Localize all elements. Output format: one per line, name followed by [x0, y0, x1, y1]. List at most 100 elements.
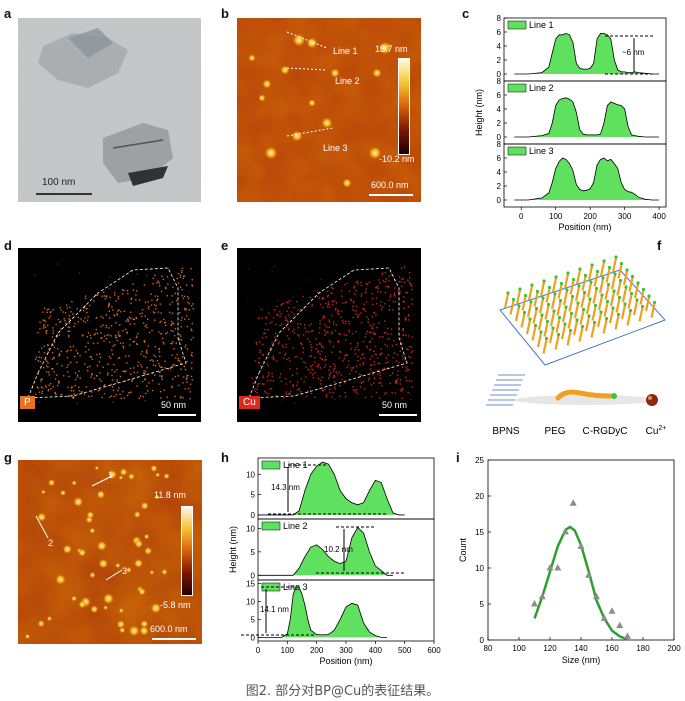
signal-dot	[67, 395, 70, 398]
signal-dot	[387, 286, 389, 288]
signal-dot	[54, 391, 56, 394]
signal-dot	[256, 388, 258, 391]
peg-chain	[542, 339, 548, 354]
signal-dot	[93, 300, 95, 302]
signal-dot	[299, 308, 302, 310]
signal-dot	[125, 320, 127, 322]
signal-dot	[259, 349, 261, 352]
signal-dot	[148, 305, 150, 308]
signal-dot	[164, 324, 167, 327]
peg-chain	[628, 277, 634, 292]
colorbar-min: -5.8 nm	[160, 600, 191, 610]
signal-dot	[320, 383, 322, 385]
peg-chain	[593, 272, 599, 287]
data-point	[616, 621, 624, 629]
signal-dot	[170, 329, 172, 332]
signal-dot	[160, 397, 162, 399]
signal-dot	[325, 395, 328, 398]
signal-dot	[144, 301, 147, 304]
signal-dot	[169, 303, 171, 305]
signal-dot	[180, 270, 183, 272]
y-tick-label: 6	[497, 154, 502, 163]
signal-dot	[270, 349, 272, 352]
rgd-ligand	[575, 318, 579, 322]
particle-dot	[143, 546, 153, 556]
signal-dot	[302, 295, 304, 298]
peg-chain	[515, 289, 522, 305]
signal-dot	[129, 323, 131, 325]
signal-dot	[333, 363, 335, 365]
signal-dot	[136, 335, 138, 337]
signal-dot	[379, 381, 382, 384]
rgd-ligand	[529, 300, 533, 304]
signal-dot	[377, 291, 379, 293]
signal-dot	[143, 339, 145, 342]
signal-dot	[125, 370, 127, 372]
peg-chain	[578, 327, 584, 342]
annotation-text: ~6 nm	[622, 48, 645, 57]
signal-dot	[69, 345, 72, 348]
signal-dot	[280, 399, 283, 401]
signal-dot	[401, 355, 404, 357]
signal-dot	[178, 384, 180, 387]
signal-dot	[336, 373, 339, 375]
signal-dot	[182, 396, 184, 399]
signal-dot	[311, 364, 314, 366]
signal-dot	[392, 300, 395, 303]
component-label-peg: PEG	[544, 426, 565, 437]
rgd-ligand	[533, 323, 538, 328]
flake-outline	[248, 267, 408, 399]
signal-dot	[303, 360, 305, 363]
y-tick-label: 5	[480, 600, 485, 609]
scale-label: 50 nm	[161, 400, 187, 410]
signal-dot	[129, 344, 131, 346]
peg-chain	[561, 307, 568, 323]
signal-dot	[151, 329, 153, 332]
signal-dot	[67, 364, 70, 366]
signal-dot	[319, 292, 321, 294]
panel-a: 100 nm	[18, 18, 201, 202]
signal-dot	[355, 305, 358, 307]
signal-dot	[105, 314, 108, 316]
signal-dot	[115, 336, 118, 339]
signal-dot	[340, 374, 342, 376]
rgd-ligand	[641, 287, 646, 292]
signal-dot	[170, 342, 172, 345]
particle-dot	[127, 472, 135, 481]
signal-dot	[175, 300, 178, 302]
signal-dot	[166, 276, 169, 278]
component-label-cu: Cu2+	[646, 425, 667, 437]
signal-dot	[334, 329, 337, 332]
peg-chain	[575, 269, 582, 285]
peg-chain	[604, 285, 610, 300]
signal-dot	[84, 317, 86, 319]
signal-dot	[129, 367, 132, 370]
signal-dot	[319, 323, 321, 325]
signal-dot	[322, 317, 324, 320]
signal-dot	[162, 278, 165, 280]
signal-dot	[96, 364, 99, 367]
signal-dot	[359, 385, 362, 388]
x-tick-label: 400	[369, 646, 383, 655]
signal-dot	[385, 368, 387, 370]
y-tick-label: 6	[497, 91, 502, 100]
signal-dot	[163, 389, 166, 391]
rgd-ligand	[570, 294, 575, 299]
signal-dot	[108, 317, 111, 319]
signal-dot	[308, 324, 311, 327]
signal-dot	[68, 375, 70, 378]
peg-chain	[621, 287, 628, 303]
signal-dot	[43, 307, 46, 309]
signal-dot	[76, 376, 79, 378]
bp-lattice	[499, 255, 666, 366]
scale-bar	[152, 638, 196, 640]
signal-dot	[49, 315, 52, 318]
signal-dot	[329, 365, 331, 368]
signal-dot	[331, 396, 333, 398]
peg-chain	[602, 319, 608, 334]
signal-dot	[404, 319, 407, 321]
peg-chain	[616, 281, 622, 296]
y-tick-label: 6	[497, 28, 502, 37]
signal-dot	[144, 371, 147, 373]
particle-dot	[62, 544, 73, 555]
